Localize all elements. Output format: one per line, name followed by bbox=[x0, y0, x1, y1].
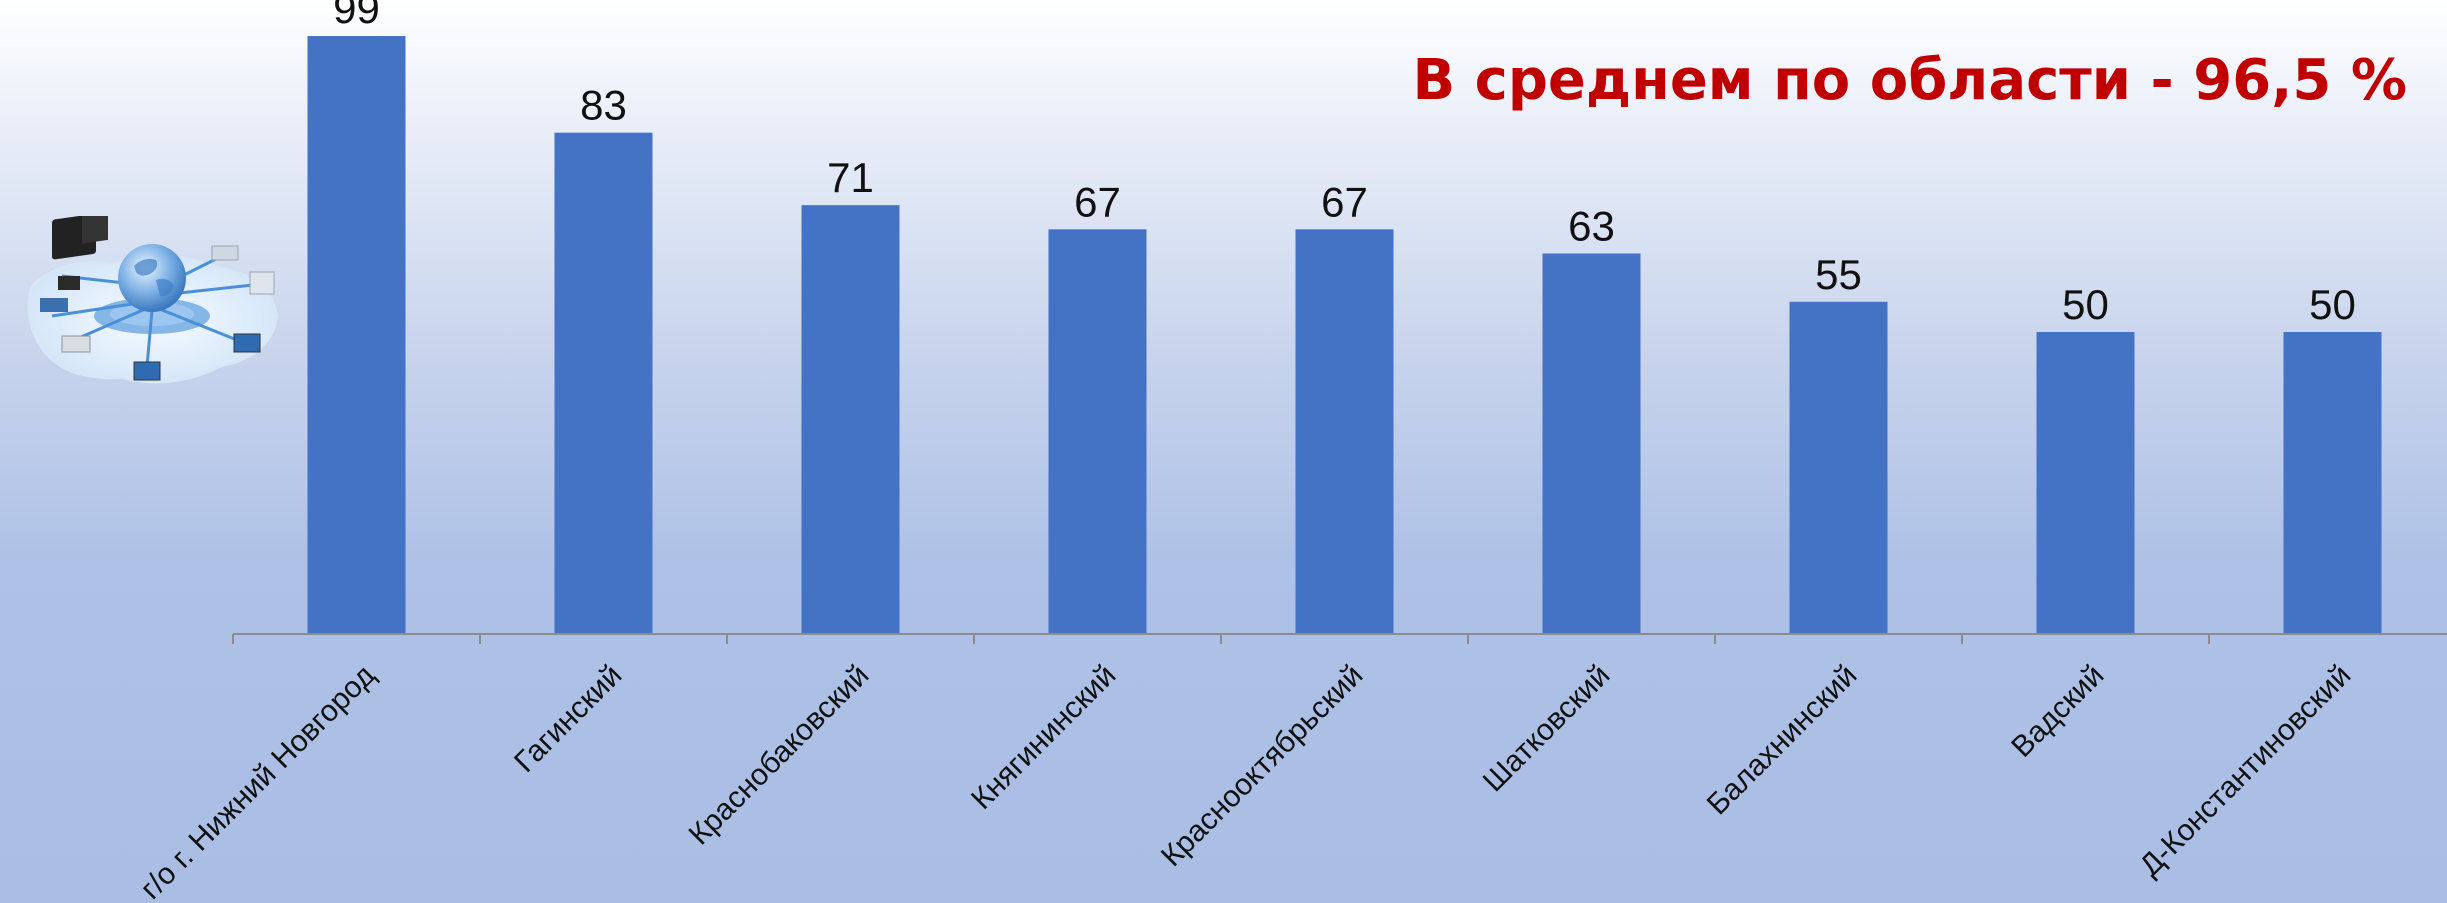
data-labels-group: 99 83 71 67 67 63 55 50 50 bbox=[333, 0, 2356, 328]
bar bbox=[1542, 253, 1641, 635]
category-label: Балахнинский bbox=[1701, 659, 1864, 822]
bar-value-label: 83 bbox=[580, 82, 627, 129]
category-label: Краснобаковский bbox=[683, 659, 876, 852]
average-headline: В среднем по области - 96,5 % bbox=[1412, 48, 2407, 113]
bar bbox=[1789, 301, 1888, 634]
bar bbox=[801, 205, 900, 634]
category-label: Вадский bbox=[2005, 659, 2110, 764]
bar bbox=[2036, 332, 2135, 634]
bars-group bbox=[307, 36, 2382, 635]
bar-value-label: 99 bbox=[333, 0, 380, 32]
bar bbox=[2283, 332, 2382, 634]
bar-value-label: 50 bbox=[2062, 281, 2109, 328]
bar-value-label: 67 bbox=[1321, 178, 1368, 225]
bar-value-label: 55 bbox=[1815, 251, 1862, 298]
category-label: г/о г. Нижний Новгород bbox=[134, 659, 381, 903]
bar-value-label: 50 bbox=[2309, 281, 2356, 328]
bar bbox=[554, 132, 653, 634]
bar bbox=[1048, 229, 1147, 634]
network-globe-icon bbox=[22, 205, 282, 411]
category-labels-group: г/о г. Нижний Новгород Гагинский Краснобак… bbox=[134, 659, 2357, 903]
bar-value-label: 63 bbox=[1568, 202, 1615, 249]
x-axis-ticks-group bbox=[232, 634, 2210, 644]
category-label: Шатковский bbox=[1477, 659, 1617, 799]
category-label: Княгининский bbox=[965, 659, 1122, 816]
category-label: Краснооктябрьский bbox=[1155, 659, 1370, 874]
category-label: Гагинский bbox=[508, 659, 628, 779]
bar-value-label: 71 bbox=[827, 154, 874, 201]
bar-value-label: 67 bbox=[1074, 178, 1121, 225]
category-label: Д-Константиновский bbox=[2134, 659, 2358, 883]
bar bbox=[307, 36, 406, 635]
bar bbox=[1295, 229, 1394, 634]
